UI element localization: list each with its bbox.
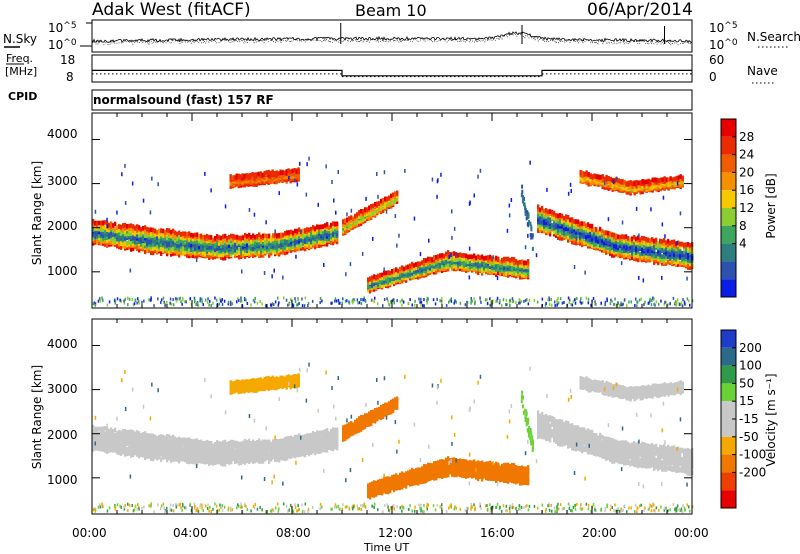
velocity-ytick-2000: 2000 [47,428,78,442]
velocity-cbar-seg-2 [721,365,736,384]
power-cbar-seg-9 [721,279,736,297]
power-cbar-tick-0: 28 [739,130,754,144]
power-cbar-seg-1 [721,136,736,155]
velocity-ytick-3000: 3000 [47,382,78,396]
xlabel: Time UT [364,541,410,554]
freq-trace [92,69,692,77]
velocity-ytick-1000: 1000 [47,473,78,487]
velocity-cbar-seg-4 [721,401,736,419]
power-cbar-seg-2 [721,154,736,173]
velocity-cbar-tick-7: -200 [739,465,766,479]
nsearch-tick-top: 10^5 [709,21,738,35]
velocity-cbar-seg-9 [721,490,736,508]
xtick-12: 12:00 [378,526,413,540]
nave-tick-bottom: 0 [709,70,717,84]
velocity-cbar-tick-3: 15 [739,394,754,408]
freq-tick-top: 18 [60,53,76,67]
power-cbar-seg-5 [721,208,736,226]
velocity-cbar-tick-5: -50 [739,430,759,444]
nsky-tick-bottom: 10^0 [48,38,77,52]
power-data-layer [92,156,694,308]
power-cbar-seg-8 [721,261,736,280]
velocity-cbar-seg-1 [721,347,736,366]
nsearch-tick-bottom: 10^0 [709,38,738,52]
freq-tick-bottom: 8 [66,70,74,84]
velocity-cbar-seg-5 [721,419,736,437]
nsearch-label: N.Search [747,30,800,44]
power-cbar-seg-6 [721,225,736,244]
velocity-cbar-seg-7 [721,454,736,473]
power-ytick-3000: 3000 [47,174,78,188]
nave-label: Nave [747,64,778,78]
xtick-08: 08:00 [276,526,311,540]
velocity-cbar-tick-6: -100 [739,448,766,462]
power-cbar-tick-6: 4 [739,237,747,251]
cpid-text: normalsound (fast) 157 RF [93,93,274,107]
velocity-cbar-seg-0 [721,330,736,348]
velocity-cbar-tick-4: -15 [739,412,759,426]
xtick-04: 04:00 [173,526,208,540]
power-ytick-2000: 2000 [47,219,78,233]
power-cbar-tick-3: 16 [739,183,754,197]
velocity-cbar-seg-8 [721,472,736,491]
freq-label-line2: [MHz] [5,65,38,78]
power-ytick-4000: 4000 [47,127,78,141]
status-freq-frame [91,54,693,83]
nsky-tick-top: 10^5 [48,21,77,35]
velocity-cbar-seg-6 [721,436,736,455]
power-cbar-tick-5: 8 [739,219,747,233]
xtick-00: 00:00 [72,526,107,540]
power-cbar-seg-0 [721,119,736,137]
power-cbar-tick-1: 24 [739,148,754,162]
velocity-data-layer [92,362,694,514]
cpid-frame [91,89,693,111]
nsky-label: N.Sky [3,32,38,46]
velocity-cbar-tick-2: 50 [739,376,754,390]
velocity-cbar-tick-1: 100 [739,359,762,373]
power-cbar-tick-4: 12 [739,201,754,215]
station-title: Adak West (fitACF) [92,0,251,20]
power-ytick-1000: 1000 [47,264,78,278]
velocity-cbar-seg-3 [721,383,736,402]
power-cbar-tick-2: 20 [739,165,754,179]
status-nsky-frame [91,19,693,53]
xtick-16: 16:00 [480,526,515,540]
power-cbar-seg-4 [721,190,736,208]
nsky-trace [91,31,692,44]
date-title: 06/Apr/2014 [587,0,693,20]
power-cbar-seg-3 [721,172,736,191]
nave-tick-top: 60 [709,53,725,67]
cpid-label: CPID [8,90,38,103]
velocity-ytick-4000: 4000 [47,337,78,351]
velocity-cbar-tick-0: 200 [739,341,762,355]
power-cbar-seg-7 [721,243,736,262]
freq-label-line1: Freq. [6,52,34,65]
xtick-20: 20:00 [582,526,617,540]
beam-title: Beam 10 [355,1,427,20]
xtick-24: 00:00 [674,526,709,540]
